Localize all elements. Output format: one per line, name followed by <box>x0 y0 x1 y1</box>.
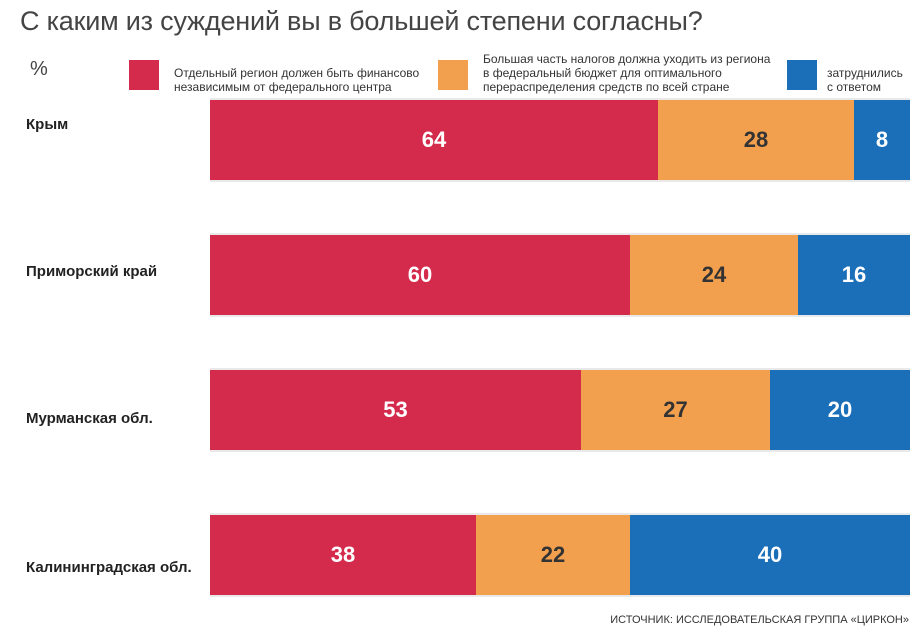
legend-label-undecided: затруднились с ответом <box>827 66 903 94</box>
legend-swatch-independent <box>129 60 159 90</box>
row-label-primorsky: Приморский край <box>26 263 158 280</box>
bar-segment-federal: 27 <box>581 370 770 450</box>
bar-segment-undecided: 20 <box>770 370 910 450</box>
bar-segment-federal: 24 <box>630 235 798 315</box>
bar-value-label: 38 <box>330 542 356 567</box>
row-label-crimea: Крым <box>26 116 69 133</box>
bar-crimea: 64 28 8 <box>210 98 910 182</box>
legend-label-independent: Отдельный регион должен быть финансово н… <box>174 66 420 94</box>
bar-value-label: 53 <box>383 397 408 422</box>
legend-swatch-federal <box>438 60 468 90</box>
bar-value-label: 8 <box>875 127 889 152</box>
bar-segment-federal: 28 <box>658 100 854 180</box>
bar-value-label: 24 <box>701 262 727 287</box>
bar-segment-undecided: 16 <box>798 235 910 315</box>
bar-primorsky: 60 24 16 <box>210 233 910 317</box>
bar-segment-undecided: 40 <box>630 515 910 595</box>
bar-value-label: 16 <box>841 262 867 287</box>
legend-swatch-undecided <box>787 60 817 90</box>
bar-segment-independent: 53 <box>210 370 581 450</box>
row-label-kaliningrad: Калининградская обл. <box>26 559 192 576</box>
bar-value-label: 64 <box>421 127 447 152</box>
bar-segment-undecided: 8 <box>854 100 910 180</box>
bar-segment-federal: 22 <box>476 515 630 595</box>
bar-value-label: 22 <box>540 542 566 567</box>
source-note: ИСТОЧНИК: ИССЛЕДОВАТЕЛЬСКАЯ ГРУППА «ЦИРК… <box>610 614 909 626</box>
bar-value-label: 60 <box>407 262 433 287</box>
bar-value-label: 27 <box>663 397 688 422</box>
bar-value-label: 28 <box>743 127 769 152</box>
bar-segment-independent: 60 <box>210 235 630 315</box>
row-label-murmansk: Мурманская обл. <box>26 410 153 427</box>
bar-value-label: 20 <box>827 397 853 422</box>
unit-label: % <box>30 58 48 80</box>
bar-value-label: 40 <box>757 542 783 567</box>
bar-murmansk: 53 27 20 <box>210 368 910 452</box>
bar-segment-independent: 64 <box>210 100 658 180</box>
chart-title: С каким из суждений вы в большей степени… <box>20 6 703 36</box>
bar-kaliningrad: 38 22 40 <box>210 513 910 597</box>
bar-segment-independent: 38 <box>210 515 476 595</box>
legend-label-federal: Большая часть налогов должна уходить из … <box>483 52 771 94</box>
